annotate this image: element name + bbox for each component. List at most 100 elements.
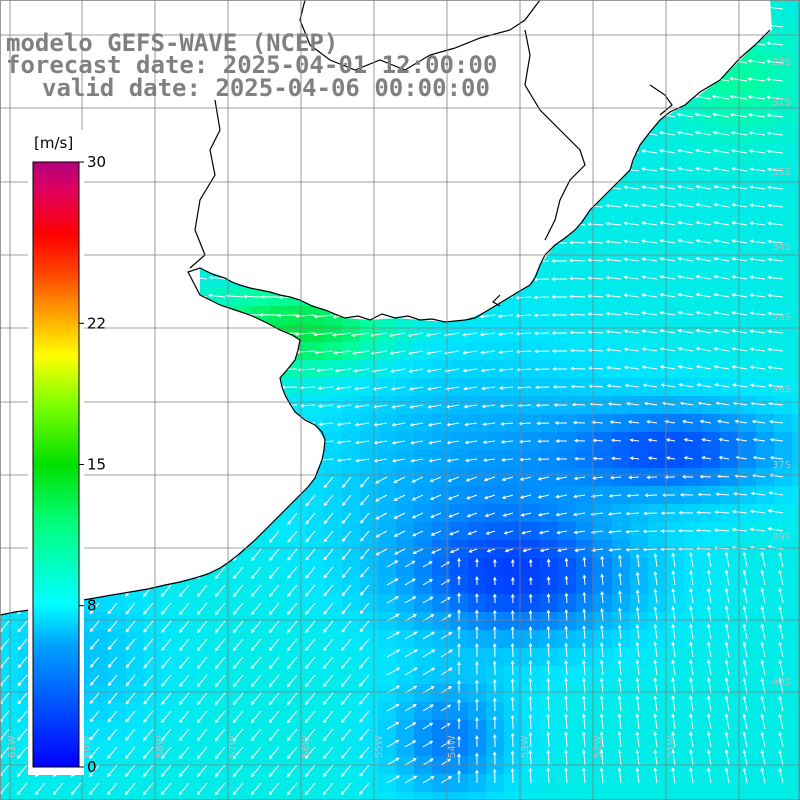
speed-cell [774,720,793,739]
speed-cell [702,252,721,271]
speed-cell [756,360,775,379]
speed-cell [702,180,721,199]
speed-cell [792,450,800,469]
speed-cell [558,360,577,379]
speed-cell [612,684,631,703]
wind-arrow [677,328,694,334]
speed-cell [702,648,721,667]
speed-cell [594,288,613,307]
speed-cell [558,468,577,487]
colorbar-gradient [32,161,80,768]
speed-cell [720,792,739,800]
speed-cell [540,342,559,361]
speed-cell [702,684,721,703]
speed-cell [702,594,721,613]
speed-cell [486,468,505,487]
speed-cell [540,432,559,451]
speed-cell [504,666,523,685]
speed-cell [756,792,775,800]
speed-cell [486,486,505,505]
wind-arrow [695,184,712,190]
speed-cell [666,180,685,199]
wind-arrow [695,238,712,244]
speed-cell [522,792,541,800]
wind-arrow [426,350,442,355]
speed-cell [792,648,800,667]
speed-cell [468,342,487,361]
speed-cell [558,792,577,800]
speed-cell [594,432,613,451]
speed-cell [720,198,739,217]
speed-cell [378,522,397,541]
speed-cell [486,306,505,325]
speed-cell [648,702,667,721]
speed-cell [306,342,325,361]
speed-cell [612,378,631,397]
speed-cell [792,0,800,19]
speed-cell [504,702,523,721]
speed-cell [702,468,721,487]
speed-cell [648,414,667,433]
speed-cell [774,414,793,433]
speed-cell [504,558,523,577]
speed-cell [738,396,757,415]
speed-cell [558,252,577,271]
wind-arrow [677,148,694,154]
speed-cell [792,396,800,415]
wind-arrow [389,350,406,356]
speed-cell [666,162,685,181]
speed-cell [702,270,721,289]
speed-cell [684,360,703,379]
speed-cell [504,432,523,451]
wind-arrow [497,314,514,319]
speed-cell [432,432,451,451]
speed-cell [720,180,739,199]
wind-arrow [659,149,676,154]
speed-cell [684,396,703,415]
wind-arrow [641,257,658,262]
speed-cell [360,414,379,433]
wind-arrow [766,41,784,46]
speed-cell [738,378,757,397]
speed-cell [414,324,433,343]
speed-cell [540,540,559,559]
speed-cell [720,738,739,757]
speed-cell [702,288,721,307]
wind-arrow [730,149,748,154]
speed-cell [756,648,775,667]
speed-cell [612,540,631,559]
speed-cell [612,468,631,487]
speed-cell [540,666,559,685]
speed-cell [576,630,595,649]
speed-cell [720,576,739,595]
speed-cell [738,162,757,181]
speed-cell [540,360,559,379]
speed-cell [342,396,361,415]
speed-cell [432,504,451,523]
speed-cell [594,342,613,361]
speed-cell [738,414,757,433]
speed-cell [342,414,361,433]
speed-cell [738,558,757,577]
speed-cell [576,540,595,559]
speed-cell [792,738,800,757]
wind-arrow [333,350,352,355]
speed-cell [756,486,775,505]
speed-cell [540,306,559,325]
speed-cell [738,720,757,739]
speed-cell [396,504,415,523]
wind-arrow [677,274,694,280]
speed-cell [612,342,631,361]
speed-cell [612,450,631,469]
speed-cell [522,450,541,469]
speed-cell [774,558,793,577]
speed-cell [720,306,739,325]
lat-label: 34S [772,242,791,253]
speed-cell [702,540,721,559]
speed-cell [666,306,685,325]
speed-cell [612,414,631,433]
wind-arrow [641,275,658,280]
speed-cell [648,630,667,649]
speed-cell [450,558,469,577]
speed-cell [216,288,235,307]
